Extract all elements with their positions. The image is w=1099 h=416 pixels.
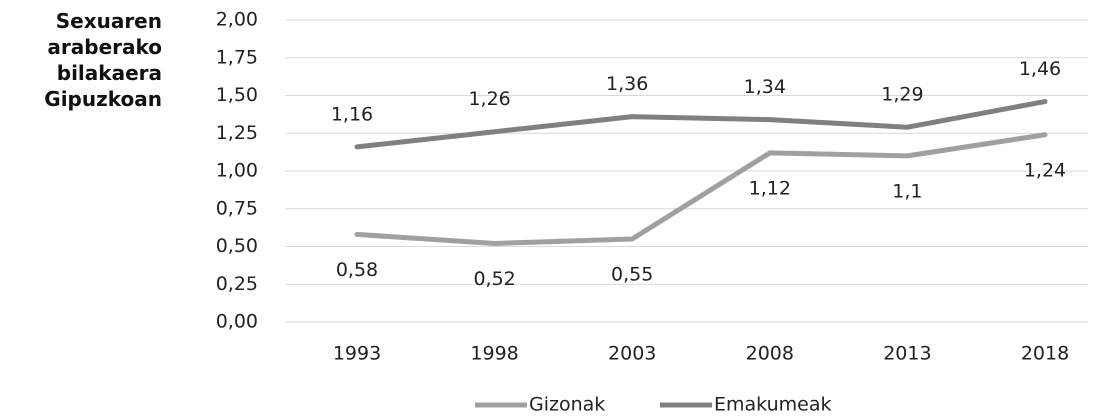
data-label: 0,55 xyxy=(611,263,653,285)
data-label: 1,24 xyxy=(1024,159,1066,181)
y-tick-label: 0,75 xyxy=(216,197,258,219)
x-tick-label: 1993 xyxy=(333,343,381,365)
series-line xyxy=(354,132,1048,246)
x-tick-label: 1998 xyxy=(470,343,518,365)
y-tick-label: 1,50 xyxy=(216,84,258,106)
data-label: 1,46 xyxy=(1019,58,1061,80)
x-tick-label: 2013 xyxy=(883,343,931,365)
y-tick-label: 1,75 xyxy=(216,46,258,68)
y-tick-label: 0,00 xyxy=(216,311,258,333)
y-tick-label: 2,00 xyxy=(216,9,258,31)
x-tick-label: 2008 xyxy=(746,343,794,365)
data-label: 1,29 xyxy=(881,84,923,106)
legend-label: Gizonak xyxy=(529,394,605,416)
y-tick-label: 1,00 xyxy=(216,160,258,182)
data-label: 1,16 xyxy=(331,103,373,125)
series-line xyxy=(354,99,1048,150)
data-label: 1,1 xyxy=(892,180,922,202)
x-tick-label: 2003 xyxy=(608,343,656,365)
y-tick-label: 0,50 xyxy=(216,235,258,257)
y-tick-label: 1,25 xyxy=(216,122,258,144)
data-label: 1,12 xyxy=(749,177,791,199)
chart-title: Sexuaren araberako bilakaera Gipuzkoan xyxy=(44,9,162,111)
x-tick-label: 2018 xyxy=(1021,343,1069,365)
data-label: 1,34 xyxy=(744,76,786,98)
data-label: 0,52 xyxy=(473,268,515,290)
data-label: 0,58 xyxy=(336,259,378,281)
y-tick-label: 0,25 xyxy=(216,273,258,295)
data-label: 1,36 xyxy=(606,73,648,95)
data-label: 1,26 xyxy=(468,88,510,110)
legend-label: Emakumeak xyxy=(714,394,831,416)
